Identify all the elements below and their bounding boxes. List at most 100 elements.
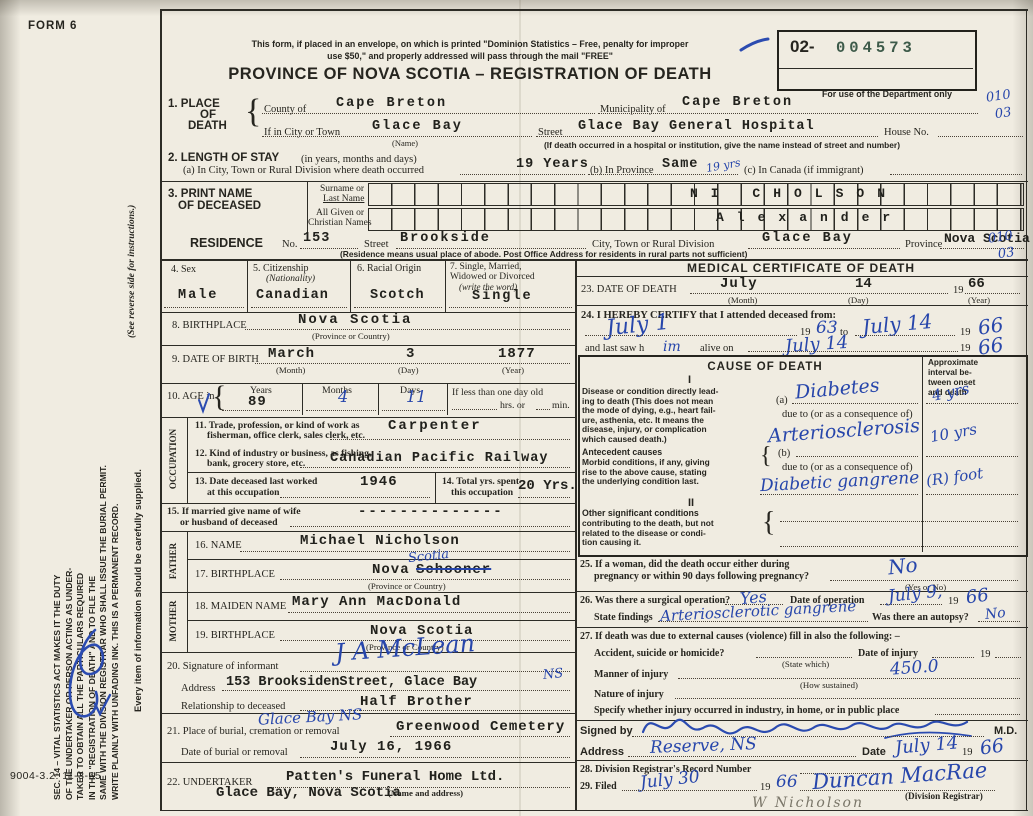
signed-pre: 19 bbox=[962, 747, 973, 758]
s3-label-line1: 3. PRINT NAME bbox=[168, 188, 253, 200]
county-value: Cape Breton bbox=[336, 96, 448, 111]
see-reverse-note: (See reverse side for instructions.) bbox=[127, 204, 137, 338]
sidebar-line: WRITE PLAINLY WITH UNFADING INK. THIS IS… bbox=[109, 503, 120, 800]
cause-label-line: ing to death (This does not mean bbox=[582, 395, 714, 406]
surname-comb-boxes bbox=[368, 183, 1024, 206]
s10-div2 bbox=[378, 384, 380, 415]
s27-rule4 bbox=[678, 678, 1020, 679]
cause-a-label: (a) bbox=[776, 395, 788, 406]
cause-b-rule bbox=[796, 456, 918, 457]
mother-top-rule bbox=[160, 592, 576, 594]
residence-street-label: Street bbox=[364, 239, 389, 250]
residence-no-label: No. bbox=[282, 239, 298, 250]
s29-year-handwriting: 66 bbox=[776, 772, 798, 792]
s10-div3 bbox=[447, 384, 449, 415]
s8-label: 8. BIRTHPLACE bbox=[172, 320, 247, 331]
doc-print-code: 9004-3.2: 11-3-65 bbox=[10, 770, 102, 782]
s22-value2: Glace Bay, Nova Scotia bbox=[216, 785, 401, 801]
s4-rule bbox=[164, 307, 244, 308]
s23-day-sub: (Day) bbox=[848, 295, 869, 305]
house-no-rule bbox=[938, 136, 1023, 137]
residence-note: (Residence means usual place of abode. P… bbox=[340, 249, 748, 259]
s21-top-rule bbox=[160, 713, 576, 715]
margin-code-2a: 010 bbox=[987, 228, 1014, 247]
s8-rule bbox=[245, 329, 570, 330]
sidebar-line: OF THE UNDERTAKER OR PERSON ACTING AS UN… bbox=[63, 567, 74, 800]
margin-code-1a: 010 bbox=[985, 87, 1012, 106]
s24-saw-h: im bbox=[663, 339, 681, 355]
mail-notice-line1: This form, if placed in an envelope, on … bbox=[251, 39, 689, 49]
s27-rule1 bbox=[756, 657, 852, 658]
antecedent-line: rise to the above cause, stating bbox=[582, 466, 707, 477]
s19-rule bbox=[280, 640, 570, 641]
s10-days-handwriting: 11 bbox=[406, 387, 427, 406]
s3-top-rule bbox=[160, 181, 1028, 183]
s6-value: Scotch bbox=[370, 288, 425, 303]
other-line: tion causing it. bbox=[582, 537, 642, 548]
s27-accident-label: Accident, suicide or homicide? bbox=[594, 648, 725, 659]
s11-rule bbox=[330, 439, 570, 440]
s2-label-sub: (in years, months and days) bbox=[301, 154, 417, 165]
other-lines: contributing to the death, but not relat… bbox=[582, 518, 714, 548]
street-value: Glace Bay General Hospital bbox=[578, 119, 815, 134]
s27-nature-label: Nature of injury bbox=[594, 689, 664, 700]
s29-pre: 19 bbox=[760, 782, 771, 793]
registration-number-prefix: 02- bbox=[790, 37, 815, 56]
s27-rule6 bbox=[935, 714, 1020, 715]
s25-label-2: pregnancy or within 90 days following pr… bbox=[594, 571, 810, 582]
s10-years-value: 89 bbox=[248, 394, 267, 410]
s27-rule2 bbox=[932, 657, 974, 658]
s20-relationship-value: Half Brother bbox=[360, 694, 473, 710]
s19-label: 19. BIRTHPLACE bbox=[195, 630, 275, 641]
s22-top-rule bbox=[160, 762, 576, 764]
father-col-rule bbox=[187, 531, 189, 592]
s29-sub: (Division Registrar) bbox=[905, 791, 983, 801]
s14-label-1: 14. Total yrs. spent bbox=[442, 476, 520, 487]
street-rule bbox=[536, 136, 878, 137]
antecedent-line: the underlying condition last. bbox=[582, 476, 699, 487]
s27-how-sustained: (How sustained) bbox=[800, 680, 858, 690]
s5-s6-divider bbox=[350, 260, 352, 312]
s20-relationship-rule bbox=[300, 710, 570, 711]
residence-label: RESIDENCE bbox=[190, 236, 263, 250]
s11-value: Carpenter bbox=[388, 418, 482, 434]
informant-signature: J A McLean bbox=[334, 629, 476, 667]
s26-autopsy-label: Was there an autopsy? bbox=[872, 612, 969, 623]
s24-pre1: 19 bbox=[800, 327, 811, 338]
s12-rule bbox=[300, 467, 570, 468]
s2a-rule bbox=[460, 174, 585, 175]
s2c-label: (c) In Canada (if immigrant) bbox=[744, 165, 864, 176]
father-top-rule bbox=[160, 531, 576, 533]
cause-title: CAUSE OF DEATH bbox=[707, 361, 823, 373]
s9-rule bbox=[255, 363, 570, 364]
city-name-sub: (Name) bbox=[392, 138, 418, 148]
residence-province-value: Nova Scotia bbox=[944, 231, 1030, 246]
s15-value: -------------- bbox=[358, 504, 504, 520]
s10-rule5 bbox=[536, 409, 550, 410]
s8-value: Nova Scotia bbox=[298, 312, 413, 328]
s29-rule1 bbox=[622, 790, 757, 791]
s11-label-1: 11. Trade, profession, or kind of work a… bbox=[195, 420, 360, 431]
s19-top-rule bbox=[187, 620, 576, 622]
md-label: M.D. bbox=[994, 725, 1018, 737]
s2b-label: (b) In Province bbox=[590, 165, 654, 176]
s20-sig-rule bbox=[300, 671, 570, 672]
s3-divider bbox=[307, 182, 309, 232]
s23-year-pre: 19 bbox=[953, 285, 964, 296]
s27-top-rule bbox=[576, 627, 1028, 629]
s24-top-rule bbox=[576, 305, 1028, 307]
residence-city-rule bbox=[748, 248, 900, 249]
other-rule2 bbox=[780, 546, 1018, 547]
s23-year-sub: (Year) bbox=[968, 295, 991, 305]
s20-top-rule bbox=[160, 652, 576, 654]
street-label: Street bbox=[538, 127, 563, 138]
s26-label: 26. Was there a surgical operation? bbox=[580, 595, 731, 606]
s26-rule1 bbox=[725, 604, 783, 605]
s18-label: 18. MAIDEN NAME bbox=[195, 601, 287, 612]
antecedent-lines: Morbid conditions, if any, giving rise t… bbox=[582, 457, 710, 487]
municipality-value: Cape Breton bbox=[682, 95, 794, 110]
signed-rule bbox=[632, 736, 984, 737]
s27-label: 27. If death was due to external causes … bbox=[580, 631, 900, 642]
signed-date-label: Date bbox=[862, 746, 886, 758]
physician-signature bbox=[641, 718, 972, 739]
